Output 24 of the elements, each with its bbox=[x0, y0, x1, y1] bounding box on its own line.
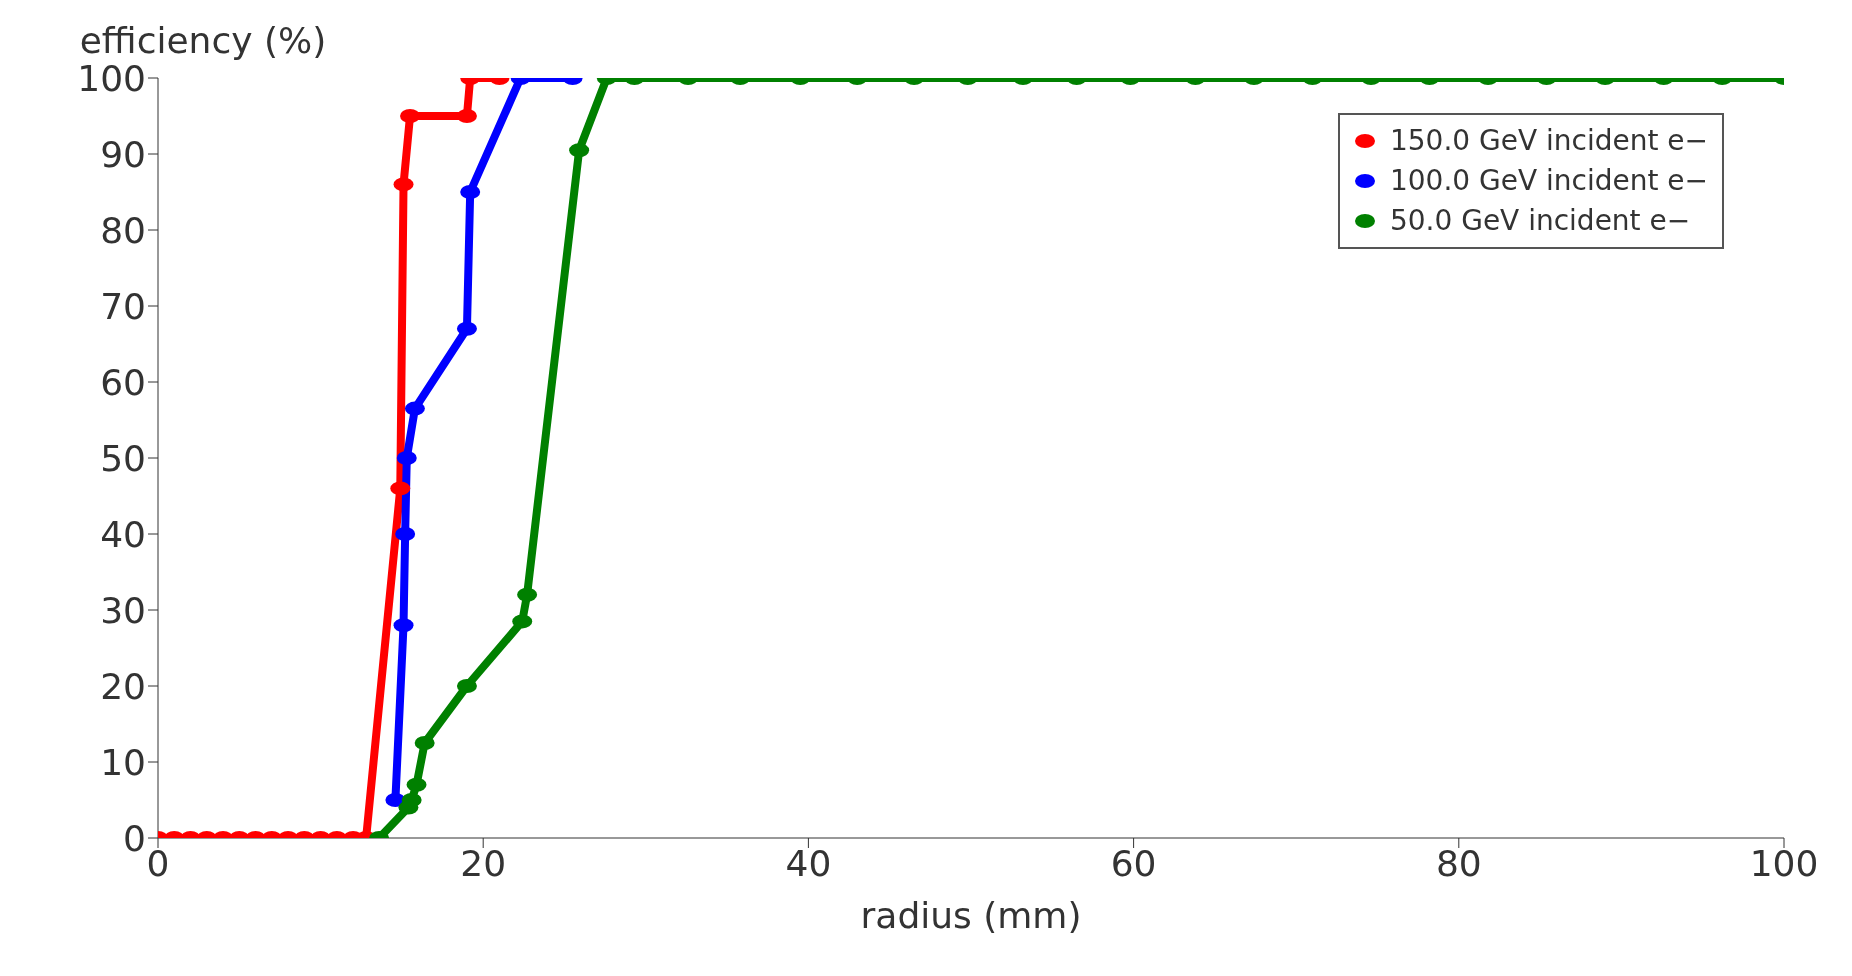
y-tick-label: 10 bbox=[100, 741, 146, 783]
y-tick-label: 40 bbox=[100, 513, 146, 555]
y-tick-label: 90 bbox=[100, 133, 146, 175]
x-tick-label: 60 bbox=[1110, 842, 1157, 884]
x-tick-label: 100 bbox=[1749, 842, 1819, 884]
y-tick-label: 20 bbox=[100, 665, 146, 707]
y-tick-label: 70 bbox=[100, 285, 146, 327]
y-tick-label: 80 bbox=[100, 209, 146, 251]
x-tick-label: 40 bbox=[785, 842, 832, 884]
point bbox=[393, 618, 414, 633]
y-tick-label: 60 bbox=[100, 361, 146, 403]
x-tick-label: 80 bbox=[1435, 842, 1482, 884]
y-tick-label: 30 bbox=[100, 589, 146, 631]
x-tick-label: 20 bbox=[460, 842, 507, 884]
legend-label: 100.0 GeV incident e− bbox=[1389, 163, 1708, 199]
legend-label: 50.0 GeV incident e− bbox=[1389, 203, 1691, 239]
x-axis-title: radius (mm) bbox=[860, 895, 1082, 936]
point bbox=[456, 321, 477, 336]
point bbox=[390, 481, 411, 496]
point bbox=[404, 401, 425, 416]
legend-label: 150.0 GeV incident e− bbox=[1389, 123, 1708, 159]
point bbox=[517, 587, 538, 602]
y-tick-label: 50 bbox=[100, 437, 146, 479]
point bbox=[512, 614, 533, 629]
